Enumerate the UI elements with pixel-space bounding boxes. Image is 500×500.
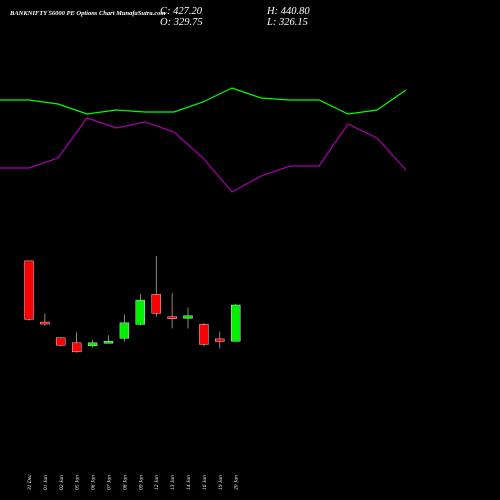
- candle-body: [56, 337, 66, 346]
- candle-body: [183, 315, 193, 319]
- candle-body: [40, 321, 50, 325]
- candle-body: [135, 299, 146, 325]
- x-tick-label: 14 Jan: [185, 475, 192, 490]
- indicator-lines: [0, 87, 407, 193]
- x-tick-label: 01 Jan: [43, 475, 49, 490]
- x-tick-label: 02 Jan: [59, 475, 65, 490]
- x-tick-label: 19 Jan: [218, 475, 224, 490]
- candle-body: [119, 322, 130, 339]
- indicator-line-2: [0, 117, 407, 193]
- candle-body: [71, 342, 82, 353]
- close-readout: C: 427.20: [160, 6, 203, 17]
- candle-body: [230, 304, 241, 342]
- x-tick-label: 31 Dec: [27, 474, 33, 491]
- candle-body: [199, 324, 209, 345]
- x-tick-label: 12 Jan: [154, 475, 160, 490]
- candle-body: [151, 294, 161, 314]
- x-tick-label: 05 Jan: [75, 475, 81, 490]
- x-tick-label: 08 Jan: [122, 475, 128, 490]
- candle-body: [103, 341, 114, 344]
- x-tick-label: 07 Jan: [107, 475, 113, 490]
- candles: [24, 255, 241, 353]
- candle-body: [24, 260, 34, 320]
- chart-title: BANKNIFTY 56000 PE Options Chart MunafaS…: [9, 10, 165, 17]
- x-tick-label: 20 Jan: [234, 475, 240, 490]
- x-tick-label: 06 Jan: [91, 475, 97, 490]
- low-readout: L: 326.15: [266, 17, 308, 28]
- candle-body: [87, 342, 98, 346]
- indicator-line-1: [0, 87, 407, 115]
- x-tick-label: 09 Jan: [138, 475, 144, 490]
- high-readout: H: 440.80: [266, 6, 310, 17]
- open-readout: O: 329.75: [160, 17, 203, 28]
- x-tick-label: 16 Jan: [202, 475, 208, 490]
- candle-body: [167, 316, 177, 319]
- x-tick-label: 13 Jan: [170, 475, 176, 490]
- x-axis-ticks: 31 Dec 01 Jan 02 Jan 05 Jan 06 Jan 07 Jan 08 J…: [27, 474, 240, 491]
- candle-body: [215, 338, 225, 342]
